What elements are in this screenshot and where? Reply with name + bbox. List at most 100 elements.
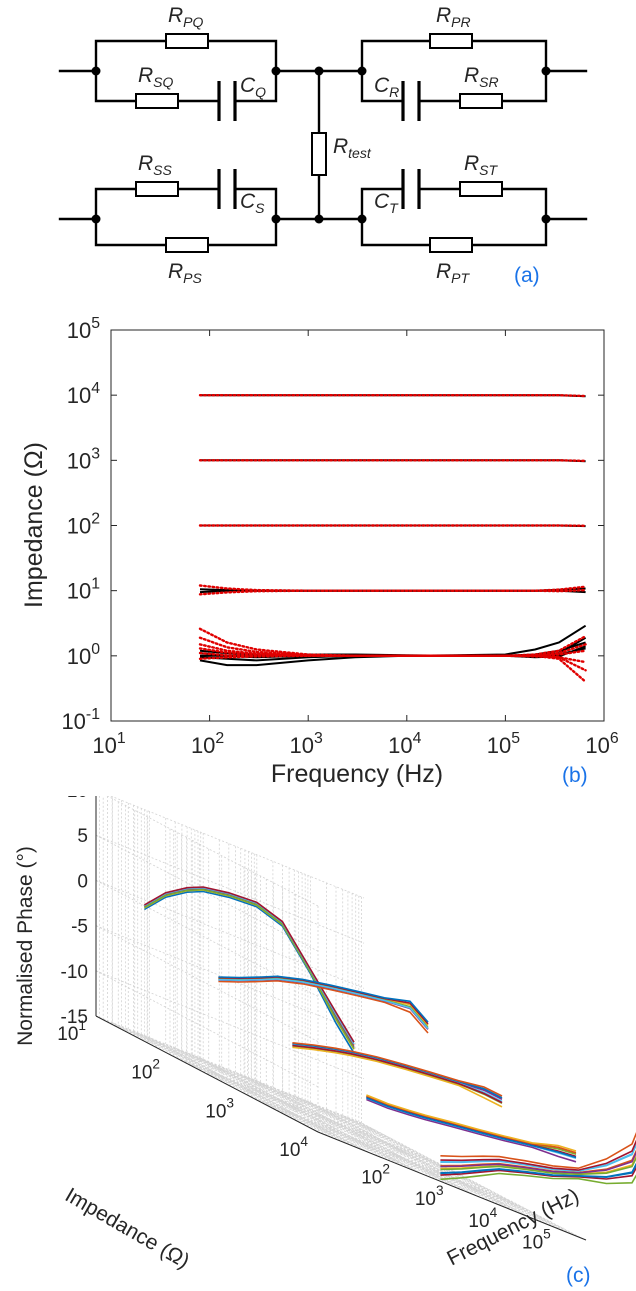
floor-grid-line <box>181 1060 450 1170</box>
x-tick-label: 102 <box>191 730 224 758</box>
floor-grid-line <box>107 1021 376 1131</box>
side-wall-grid-line <box>95 834 319 952</box>
fitted-series-line-20 <box>198 654 587 664</box>
floor-grid-line <box>251 1096 520 1206</box>
floor-grid-line <box>282 1113 551 1222</box>
junction-dot <box>91 214 101 224</box>
floor-grid-line <box>118 1027 387 1136</box>
floor-grid-line <box>149 1037 372 1154</box>
fitted-series-line-9 <box>198 588 587 596</box>
resistor-r-pq <box>165 33 209 49</box>
panel-label-b: (b) <box>562 764 588 787</box>
x-axis-label: Frequency (Hz) <box>271 760 443 788</box>
panel-label-c: (c) <box>566 1264 591 1287</box>
fitted-series-line-3 <box>198 459 587 463</box>
z-tick-label: 0 <box>77 871 88 892</box>
floor-grid-line <box>181 1050 405 1167</box>
junction-dot <box>541 214 551 224</box>
z-axis-label: Normalised Phase (°) <box>14 846 37 1046</box>
phase-series-line <box>144 888 355 1050</box>
capacitor-c-q <box>217 81 237 121</box>
phase-series-line <box>440 1131 636 1170</box>
label-r-sq: RSQ <box>138 64 174 90</box>
side-wall-grid-line <box>95 925 319 1042</box>
y-tick-label: 100 <box>67 641 100 669</box>
floor-grid-line <box>112 1024 381 1133</box>
chart-series-group <box>198 394 587 683</box>
x-tick-label: 105 <box>487 730 520 758</box>
junction-dot <box>91 66 101 76</box>
back-wall-grid-line <box>109 796 365 899</box>
x-tick-label: 106 <box>585 730 618 758</box>
back-wall-grid-line <box>95 1015 365 1125</box>
frequency-tick-label: 102 <box>361 1162 390 1189</box>
floor-grid-line <box>266 1104 535 1214</box>
phase-series-line <box>366 1096 577 1159</box>
phase-series-line <box>366 1094 577 1152</box>
floor-grid-line <box>243 1092 513 1202</box>
floor-grid-line <box>273 1108 542 1218</box>
impedance-axis-label: Impedance (Ω) <box>61 1184 193 1274</box>
floor-grid-line <box>133 1030 356 1148</box>
junction-dot <box>314 66 324 76</box>
z-tick-labels: 10 5 0 -5 -10 -15 <box>61 796 88 1028</box>
resistor-r-test <box>311 132 327 176</box>
frequency-tick-label: 104 <box>468 1205 497 1232</box>
fitted-series-line-1 <box>198 394 587 398</box>
label-c-q: CQ <box>240 74 266 100</box>
y-axis-label: Impedance (Ω) <box>20 442 48 608</box>
floor-grid-line <box>288 1093 512 1211</box>
floor-grid-line <box>208 1074 477 1184</box>
phase-series-line <box>440 1172 636 1185</box>
floor-grid-line <box>169 1054 439 1164</box>
resistor-r-ss <box>135 181 179 197</box>
resistor-r-st <box>459 181 503 197</box>
impedance-axis-line <box>95 1015 319 1133</box>
x-tick-label: 103 <box>290 730 323 758</box>
phase-series-line <box>440 1151 636 1174</box>
phase-series-line <box>218 978 429 1030</box>
floor-grid-line <box>111 1022 335 1139</box>
phase-series-line <box>292 1044 503 1103</box>
back-wall-grid-line <box>95 970 365 1080</box>
label-r-test: Rtest <box>333 135 372 161</box>
capacitor-c-s <box>217 169 237 209</box>
phase-series-line <box>144 886 355 1045</box>
floor-grid-line <box>219 1065 442 1183</box>
junction-dot <box>271 66 281 76</box>
x-tick-label: 101 <box>92 730 125 758</box>
floor-grid-line <box>240 1073 463 1191</box>
floor-grid-line <box>260 1101 529 1211</box>
y-tick-label: 104 <box>67 380 100 408</box>
phase-series-line <box>292 1046 503 1108</box>
chart-series-group-3d <box>144 886 636 1185</box>
panel-label-a: (a) <box>514 264 540 287</box>
junction-dot <box>271 214 281 224</box>
phase-series-line <box>218 975 429 1023</box>
label-r-pr: RPR <box>436 4 471 30</box>
phase-series-line <box>218 979 429 1034</box>
impedance-tick-label: 101 <box>57 1018 86 1045</box>
frequency-tick-label: 103 <box>415 1183 444 1210</box>
label-c-s: CS <box>240 190 265 216</box>
floor-grid-line <box>294 1095 517 1213</box>
back-wall-grid-line <box>95 880 365 989</box>
phase-series-line <box>440 1139 636 1171</box>
3d-axes <box>95 796 587 1241</box>
phase-series-line <box>440 1156 636 1176</box>
label-r-sr: RSR <box>464 64 499 90</box>
phase-series-line <box>292 1042 503 1097</box>
floor-grid-line <box>256 1080 479 1198</box>
label-r-pq: RPQ <box>168 4 204 30</box>
floor-grid-line <box>177 1058 446 1167</box>
phase-series-line <box>292 1045 503 1105</box>
phase-series-line <box>292 1044 503 1104</box>
y-tick-label: 101 <box>67 576 100 604</box>
z-tick-label: -5 <box>71 917 88 938</box>
label-r-pt: RPT <box>436 260 471 286</box>
floor-grid-line <box>282 1090 505 1208</box>
floor-grid-line <box>134 1035 403 1145</box>
junction-dot <box>357 66 367 76</box>
label-r-st: RST <box>464 152 499 178</box>
